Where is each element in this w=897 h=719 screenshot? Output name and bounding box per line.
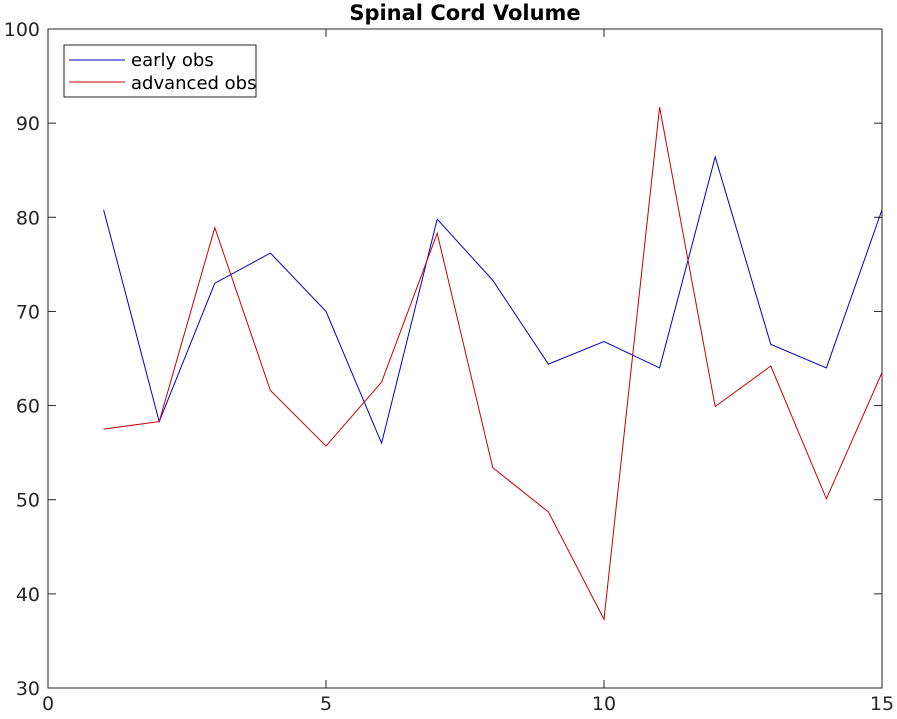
y-tick-label: 30: [16, 678, 40, 700]
legend: early obs advanced obs: [63, 44, 257, 98]
data-series: [103, 107, 883, 621]
x-tick-label: 10: [592, 693, 616, 715]
y-tick-label: 80: [16, 207, 40, 229]
y-tick-label: 40: [16, 584, 40, 606]
series-line-advanced-obs: [103, 107, 883, 621]
x-tick-label: 0: [42, 693, 54, 715]
y-tick-label: 100: [4, 19, 40, 41]
x-tick-label: 5: [320, 693, 332, 715]
chart-title: Spinal Cord Volume: [349, 1, 580, 25]
y-tick-label: 90: [16, 113, 40, 135]
y-tick-label: 70: [16, 301, 40, 323]
x-tick-label: 15: [870, 693, 894, 715]
series-line-early-obs: [103, 155, 883, 445]
legend-box: [63, 44, 257, 98]
legend-label-early-obs: early obs: [131, 50, 214, 71]
y-tick-label: 50: [16, 490, 40, 512]
legend-label-advanced-obs: advanced obs: [131, 73, 256, 94]
y-tick-label: 60: [16, 396, 40, 418]
axis-ticks: 0 5 10 15 30 40 50 60 70 80 90 100: [4, 19, 894, 715]
plot-area: [47, 28, 883, 689]
